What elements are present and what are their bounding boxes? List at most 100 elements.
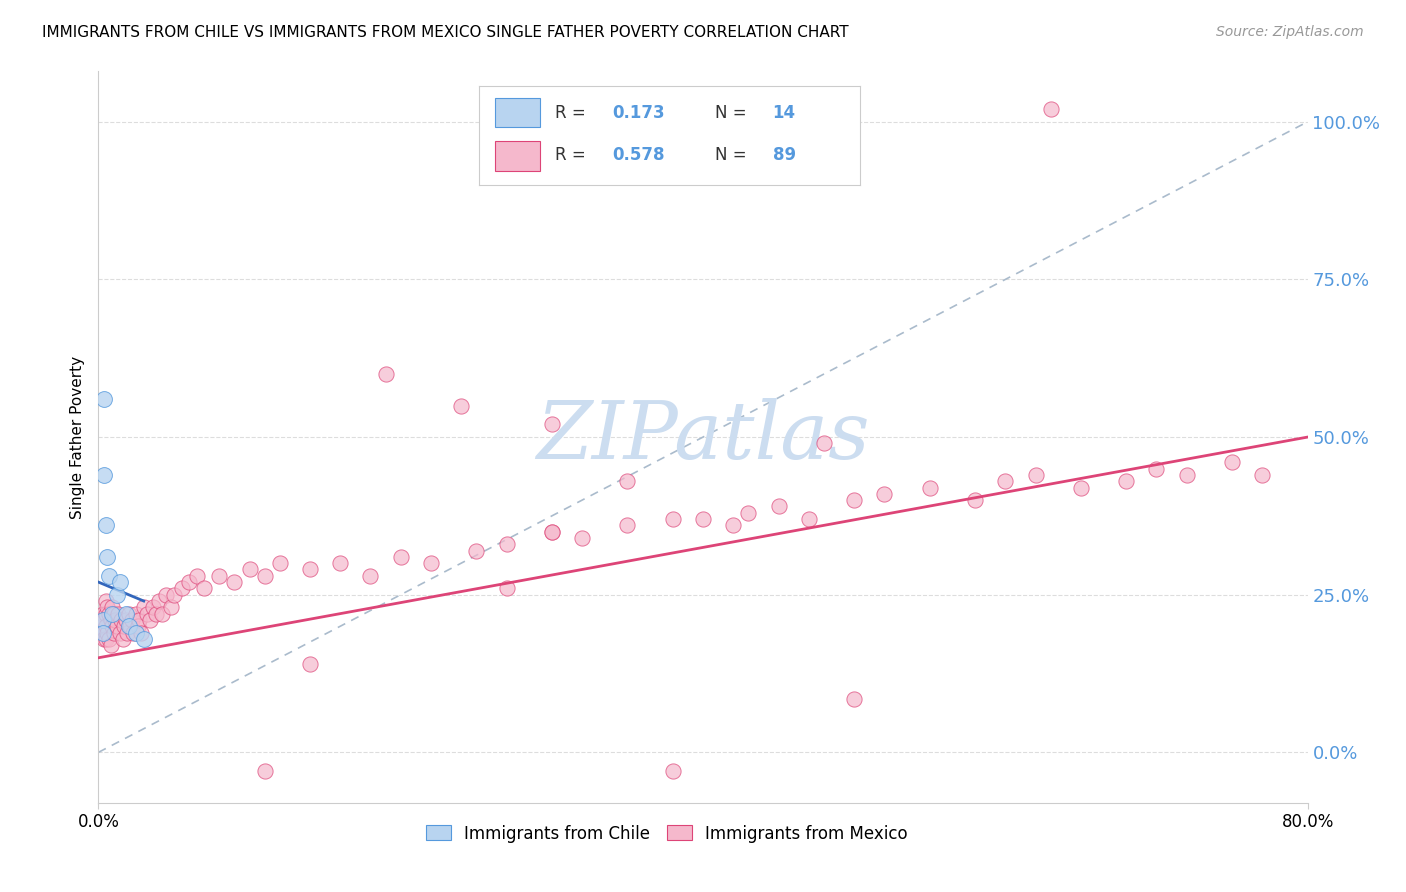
Point [125,625,148,640]
Point [115,625,138,640]
Point [127,619,149,633]
Point [965,493,987,508]
Point [1070,481,1092,495]
Point [93,632,115,646]
Point [114,613,136,627]
Point [94,518,117,533]
Point [389,549,412,564]
Point [1251,467,1274,482]
Point [103,607,125,621]
Point [103,625,125,640]
Point [692,512,714,526]
Legend: Immigrants from Chile, Immigrants from Mexico: Immigrants from Chile, Immigrants from M… [419,818,914,849]
Point [329,556,352,570]
Point [101,619,124,633]
Point [98,569,121,583]
Point [91,625,114,640]
Point [132,600,155,615]
Point [420,556,443,570]
Point [450,399,472,413]
Point [1039,102,1062,116]
Point [128,613,150,627]
Point [94,619,117,633]
Point [110,613,132,627]
Point [495,537,517,551]
Point [163,588,186,602]
Point [105,588,128,602]
Point [93,613,115,627]
Point [253,764,276,779]
Point [994,474,1017,488]
Point [93,392,115,407]
Point [91,625,114,640]
Point [100,613,122,627]
Point [797,512,820,526]
Point [299,562,322,576]
Point [150,607,173,621]
Point [299,657,322,671]
Point [101,607,124,621]
Point [111,632,134,646]
Point [540,417,562,432]
Point [873,487,896,501]
Point [160,600,183,615]
Point [108,625,131,640]
Text: ZIPatlas: ZIPatlas [536,399,870,475]
Point [616,518,638,533]
Point [374,367,396,381]
Point [91,607,114,621]
Point [129,625,152,640]
Point [90,619,112,633]
Point [100,638,122,652]
Point [105,619,128,633]
Point [125,607,148,621]
Point [239,562,262,576]
Point [96,600,118,615]
Point [96,625,118,640]
Point [269,556,291,570]
Point [540,524,562,539]
Y-axis label: Single Father Poverty: Single Father Poverty [70,356,86,518]
Point [465,543,488,558]
Point [94,594,117,608]
Point [1115,474,1137,488]
Point [661,764,683,779]
Point [723,518,745,533]
Point [93,467,115,482]
Point [118,619,141,633]
Point [145,607,167,621]
Point [571,531,593,545]
Point [94,632,117,646]
Point [918,481,941,495]
Point [495,582,517,596]
Point [112,619,135,633]
Point [224,575,246,590]
Point [1024,467,1046,482]
Point [118,607,141,621]
Point [132,632,155,646]
Point [98,632,121,646]
Point [1175,467,1198,482]
Point [179,575,201,590]
Point [616,474,638,488]
Point [104,613,127,627]
Point [360,569,382,583]
Point [120,619,142,633]
Point [122,625,145,640]
Text: Source: ZipAtlas.com: Source: ZipAtlas.com [1216,25,1364,39]
Point [94,607,117,621]
Point [170,582,193,596]
Point [844,691,866,706]
Point [91,613,114,627]
Point [142,600,165,615]
Point [121,613,143,627]
Point [208,569,231,583]
Point [253,569,276,583]
Point [108,575,131,590]
Point [186,569,208,583]
Point [96,549,118,564]
Point [148,594,170,608]
Point [193,582,215,596]
Point [844,493,866,508]
Point [540,524,562,539]
